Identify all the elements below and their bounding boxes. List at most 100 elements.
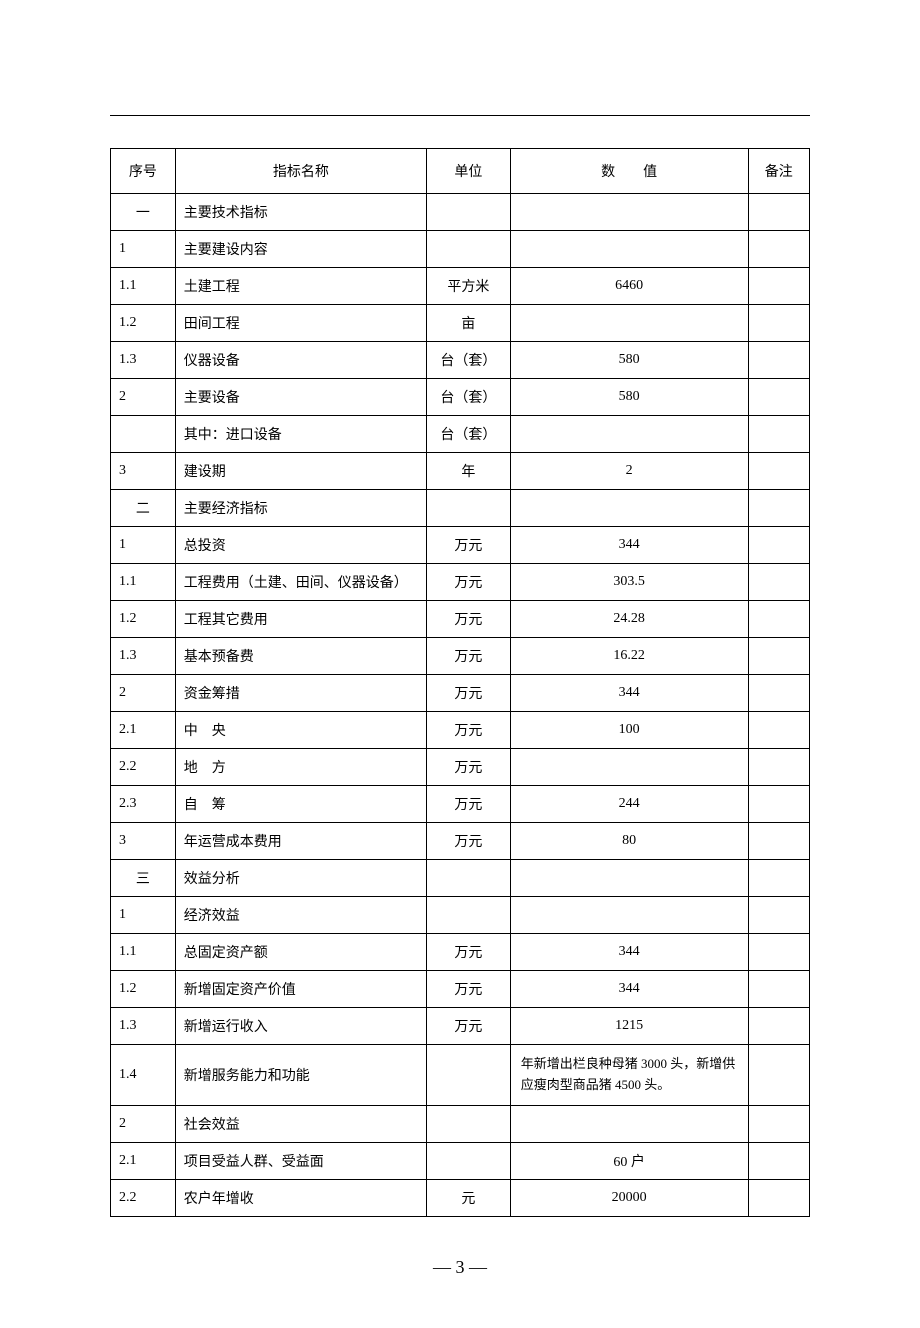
cell-value: 1215: [510, 1008, 748, 1045]
page-number: — 3 —: [110, 1257, 810, 1278]
table-row: 2.2地 方万元: [111, 749, 810, 786]
cell-seq: 一: [111, 194, 176, 231]
cell-value: [510, 231, 748, 268]
cell-value: 80: [510, 823, 748, 860]
cell-name: 总固定资产额: [175, 934, 426, 971]
cell-value: [510, 490, 748, 527]
table-row: 2.1中 央万元100: [111, 712, 810, 749]
table-row: 1.2新增固定资产价值万元344: [111, 971, 810, 1008]
cell-seq: 1: [111, 897, 176, 934]
cell-seq: 1.1: [111, 564, 176, 601]
cell-note: [748, 305, 809, 342]
cell-seq: 2.2: [111, 1180, 176, 1217]
cell-unit: 万元: [426, 934, 510, 971]
cell-note: [748, 564, 809, 601]
cell-seq: 2: [111, 379, 176, 416]
cell-unit: 万元: [426, 564, 510, 601]
table-row: 1经济效益: [111, 897, 810, 934]
cell-value: 303.5: [510, 564, 748, 601]
cell-unit: 年: [426, 453, 510, 490]
cell-seq: 1.1: [111, 268, 176, 305]
cell-seq: 1: [111, 231, 176, 268]
cell-value: 580: [510, 342, 748, 379]
cell-note: [748, 1008, 809, 1045]
cell-seq: 2.3: [111, 786, 176, 823]
cell-unit: 台（套）: [426, 379, 510, 416]
table-row: 1.3新增运行收入万元1215: [111, 1008, 810, 1045]
cell-note: [748, 1106, 809, 1143]
cell-name: 新增服务能力和功能: [175, 1045, 426, 1106]
cell-seq: 1.4: [111, 1045, 176, 1106]
cell-unit: 平方米: [426, 268, 510, 305]
cell-seq: 二: [111, 490, 176, 527]
cell-note: [748, 268, 809, 305]
cell-value: [510, 416, 748, 453]
cell-note: [748, 1180, 809, 1217]
cell-note: [748, 860, 809, 897]
top-rule: [110, 115, 810, 116]
cell-name: 新增固定资产价值: [175, 971, 426, 1008]
cell-name: 基本预备费: [175, 638, 426, 675]
cell-seq: 2.1: [111, 712, 176, 749]
cell-seq: 1.2: [111, 305, 176, 342]
cell-note: [748, 601, 809, 638]
cell-value: 244: [510, 786, 748, 823]
cell-name: 主要建设内容: [175, 231, 426, 268]
document-page: 序号 指标名称 单位 数值 备注 一主要技术指标1主要建设内容1.1土建工程平方…: [0, 0, 920, 1328]
table-row: 1主要建设内容: [111, 231, 810, 268]
cell-note: [748, 453, 809, 490]
cell-name: 效益分析: [175, 860, 426, 897]
table-row: 1总投资万元344: [111, 527, 810, 564]
table-row: 1.2工程其它费用万元24.28: [111, 601, 810, 638]
cell-unit: [426, 194, 510, 231]
cell-note: [748, 786, 809, 823]
cell-name: 年运营成本费用: [175, 823, 426, 860]
cell-unit: [426, 860, 510, 897]
cell-unit: 元: [426, 1180, 510, 1217]
cell-value: [510, 194, 748, 231]
cell-seq: 1.1: [111, 934, 176, 971]
cell-value: [510, 1106, 748, 1143]
cell-name: 其中：进口设备: [175, 416, 426, 453]
cell-unit: 台（套）: [426, 342, 510, 379]
cell-name: 田间工程: [175, 305, 426, 342]
table-row: 其中：进口设备台（套）: [111, 416, 810, 453]
header-name: 指标名称: [175, 149, 426, 194]
cell-name: 主要技术指标: [175, 194, 426, 231]
cell-value: 344: [510, 527, 748, 564]
cell-seq: [111, 416, 176, 453]
cell-note: [748, 823, 809, 860]
table-row: 2主要设备台（套）580: [111, 379, 810, 416]
cell-name: 建设期: [175, 453, 426, 490]
cell-unit: 万元: [426, 712, 510, 749]
cell-name: 经济效益: [175, 897, 426, 934]
cell-seq: 1.3: [111, 342, 176, 379]
table-header-row: 序号 指标名称 单位 数值 备注: [111, 149, 810, 194]
cell-note: [748, 675, 809, 712]
cell-note: [748, 527, 809, 564]
table-row: 2.1项目受益人群、受益面60 户: [111, 1143, 810, 1180]
cell-name: 主要设备: [175, 379, 426, 416]
cell-value: 年新增出栏良种母猪 3000 头，新增供应瘦肉型商品猪 4500 头。: [510, 1045, 748, 1106]
header-unit: 单位: [426, 149, 510, 194]
cell-note: [748, 749, 809, 786]
header-value: 数值: [510, 149, 748, 194]
cell-unit: [426, 490, 510, 527]
cell-value: 580: [510, 379, 748, 416]
cell-value: [510, 305, 748, 342]
cell-seq: 1.3: [111, 638, 176, 675]
cell-seq: 1.2: [111, 971, 176, 1008]
cell-unit: [426, 1143, 510, 1180]
table-row: 1.3仪器设备台（套）580: [111, 342, 810, 379]
cell-note: [748, 379, 809, 416]
table-row: 2.3自 筹万元244: [111, 786, 810, 823]
cell-value: 2: [510, 453, 748, 490]
cell-seq: 1.3: [111, 1008, 176, 1045]
header-seq: 序号: [111, 149, 176, 194]
table-row: 2资金筹措万元344: [111, 675, 810, 712]
cell-name: 项目受益人群、受益面: [175, 1143, 426, 1180]
table-row: 1.1工程费用（土建、田间、仪器设备）万元303.5: [111, 564, 810, 601]
cell-name: 工程费用（土建、田间、仪器设备）: [175, 564, 426, 601]
cell-note: [748, 934, 809, 971]
cell-seq: 三: [111, 860, 176, 897]
